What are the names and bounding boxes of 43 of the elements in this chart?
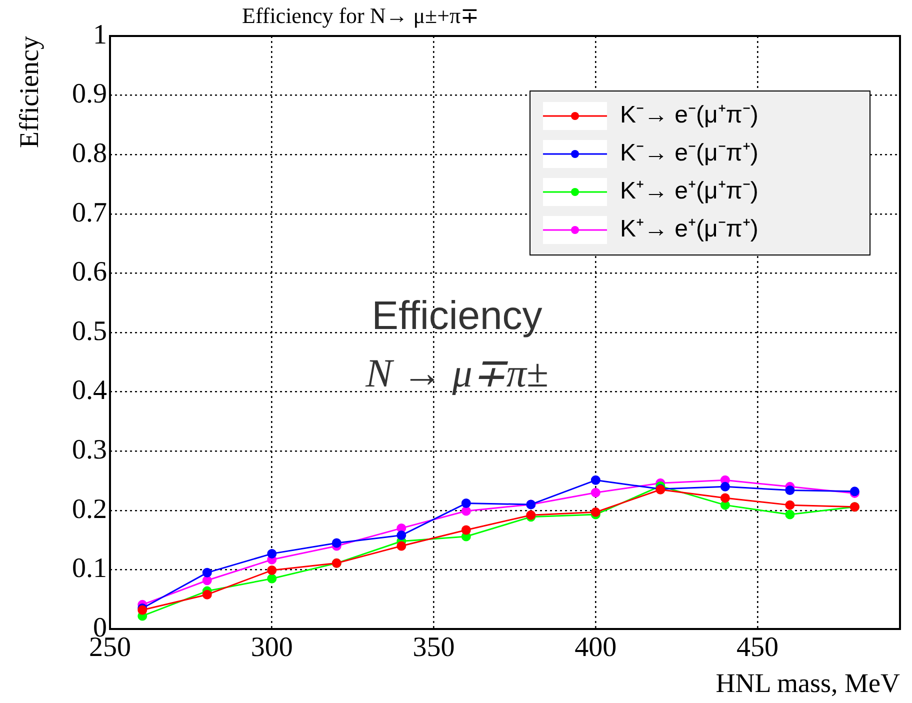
y-tick-label: 0.4 — [72, 375, 107, 406]
x-tick-label: 300 — [250, 632, 293, 664]
point — [720, 482, 730, 492]
annotation: N → μ∓π± — [364, 350, 548, 396]
y-tick-label: 0.3 — [72, 434, 107, 466]
point — [267, 566, 277, 576]
y-tick-label: 0.8 — [72, 138, 107, 169]
point — [267, 548, 277, 558]
point — [267, 574, 277, 584]
y-tick-label: 0.2 — [72, 494, 107, 525]
legend-label: K⁺→ e⁺(μ⁺π⁻) — [620, 178, 758, 205]
point — [461, 506, 471, 516]
point — [590, 488, 600, 498]
point — [785, 510, 795, 520]
legend-label: K⁺→ e⁺(μ⁻π⁺) — [620, 216, 758, 243]
point — [202, 590, 212, 600]
point — [396, 530, 406, 540]
y-tick-label: 0.6 — [72, 256, 107, 288]
point — [202, 568, 212, 578]
x-tick-label: 400 — [574, 632, 617, 664]
y-tick-label: 0.5 — [72, 316, 107, 347]
legend-label: K⁻→ e⁻(μ⁻π⁺) — [620, 140, 758, 167]
point — [785, 485, 795, 495]
point — [590, 475, 600, 485]
y-tick-label: 0.1 — [72, 553, 107, 584]
x-tick-label: 350 — [412, 632, 455, 664]
legend-label: K⁻→ e⁻(μ⁺π⁻) — [620, 102, 758, 129]
x-axis-title: HNL mass, MeV — [716, 668, 900, 698]
point — [590, 507, 600, 517]
point — [332, 538, 342, 548]
point — [461, 498, 471, 508]
point — [396, 541, 406, 551]
point — [461, 525, 471, 535]
y-tick-label: 0.9 — [72, 78, 107, 110]
x-tick-label: 450 — [736, 632, 779, 664]
point — [785, 500, 795, 510]
y-axis-title: Efficiency — [14, 36, 44, 148]
point — [720, 493, 730, 503]
chart-title: Efficiency for N→ μ±+π∓ — [242, 3, 479, 28]
y-tick-label: 0.7 — [72, 197, 107, 228]
annotation: Efficiency — [372, 294, 542, 338]
point — [202, 576, 212, 586]
y-tick-label: 1 — [93, 19, 107, 50]
